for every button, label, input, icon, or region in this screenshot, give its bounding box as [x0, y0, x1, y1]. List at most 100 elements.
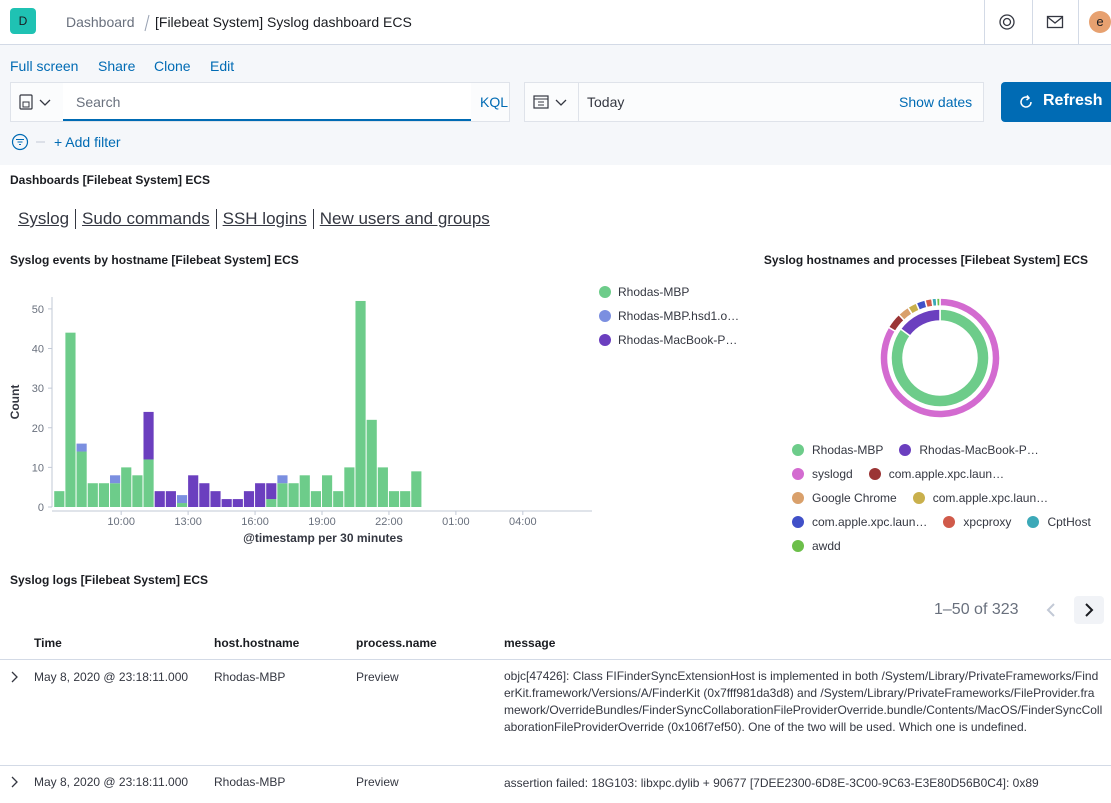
dashboard-link[interactable]: Sudo commands	[75, 209, 216, 229]
bar-segment	[221, 499, 232, 507]
cell: Preview	[356, 670, 399, 684]
cell: assertion failed: 18G103: libxpc.dylib +…	[504, 776, 1039, 790]
space-avatar[interactable]: D	[10, 8, 36, 34]
bar-segment	[121, 467, 132, 507]
x-tick-label: 01:00	[442, 516, 470, 528]
refresh-label[interactable]: Refresh	[1043, 92, 1103, 109]
legend-item: com.apple.xpc.laun…	[911, 488, 1048, 508]
panel-title: Syslog hostnames and processes [Filebeat…	[763, 253, 1088, 267]
add-filter[interactable]: + Add filter	[54, 134, 121, 150]
x-tick-label: 04:00	[509, 516, 537, 528]
bar-segment	[266, 483, 277, 500]
top-bar	[0, 0, 1111, 45]
refresh-button[interactable]	[1001, 82, 1111, 122]
bar-segment	[288, 483, 299, 507]
cell: May 8, 2020 @ 23:18:11.000	[34, 670, 189, 684]
legend-item: Rhodas-MacBook-P…	[897, 440, 1039, 460]
bar-segment	[176, 503, 188, 507]
search-input[interactable]	[63, 83, 471, 121]
legend-label: xpcproxy	[963, 515, 1012, 529]
pie-slice	[899, 308, 941, 338]
bar-segment	[333, 491, 344, 507]
breadcrumb-current: [Filebeat System] Syslog dashboard ECS	[155, 14, 412, 30]
cell: Rhodas-MBP	[214, 670, 286, 684]
bar-segment	[388, 491, 400, 507]
legend-item: Google Chrome	[790, 488, 897, 508]
legend-label: com.apple.xpc.laun…	[888, 467, 1005, 481]
mail-icon[interactable]	[1046, 14, 1064, 30]
filter-options[interactable]	[11, 133, 51, 151]
bar-segment	[266, 499, 277, 507]
help-icon[interactable]	[998, 13, 1016, 31]
quick-menu-button[interactable]	[532, 93, 572, 111]
legend-swatch	[792, 516, 804, 528]
y-tick-label: 40	[32, 344, 44, 356]
query-language[interactable]: KQL	[480, 94, 509, 110]
column-header[interactable]: process.name	[356, 636, 437, 650]
bar-segment	[143, 411, 154, 460]
legend-item: awdd	[790, 536, 841, 556]
pie-slice	[935, 297, 941, 307]
legend-label: Rhodas-MBP	[618, 285, 689, 299]
separator	[1032, 0, 1033, 44]
bar-segment	[98, 483, 110, 507]
bar-segment	[165, 491, 176, 507]
bar-segment	[143, 459, 154, 507]
pagination-buttons[interactable]	[1038, 596, 1108, 624]
search-placeholder: Search	[76, 94, 121, 110]
legend-swatch	[792, 492, 804, 504]
refresh-icon	[1020, 95, 1032, 108]
column-header[interactable]: host.hostname	[214, 636, 300, 650]
bar-segment	[54, 491, 65, 507]
row-divider	[0, 765, 1111, 766]
date-picker	[524, 82, 984, 122]
dashboard-link[interactable]: Syslog	[18, 209, 70, 228]
x-tick-label: 13:00	[174, 516, 202, 528]
column-header[interactable]: Time	[34, 636, 62, 650]
bar-segment	[110, 475, 121, 484]
legend-swatch	[868, 468, 881, 480]
bar-segment	[65, 332, 76, 507]
legend-swatch	[792, 540, 804, 552]
legend-swatch	[599, 286, 611, 298]
pie-slice	[890, 308, 990, 408]
legend-swatch	[599, 310, 611, 322]
separator	[984, 0, 985, 44]
menu-link[interactable]: Full screen	[10, 58, 79, 74]
bar-segment	[400, 491, 411, 507]
legend-label: Rhodas-MBP.hsd1.o…	[618, 309, 739, 323]
legend-label: CptHost	[1047, 515, 1091, 529]
dashboard-link[interactable]: SSH logins	[215, 209, 313, 229]
charts: 0 10 20 30 40 50 10:00 13:00 16:00 19:00 22:00 01:0…	[8, 285, 1001, 545]
menu-link[interactable]: Edit	[210, 58, 235, 74]
bar-segment	[355, 300, 366, 507]
dashboard-link[interactable]: New users and groups	[312, 209, 496, 229]
column-header[interactable]: message	[504, 636, 556, 650]
show-dates[interactable]: Show dates	[899, 94, 973, 110]
menu-link[interactable]: Clone	[154, 58, 191, 74]
panel-title: Syslog events by hostname [Filebeat Syst…	[10, 253, 299, 267]
legend-item: xpcproxy	[941, 512, 1011, 532]
bar-segment	[188, 475, 199, 507]
breadcrumb[interactable]: Dashboard	[66, 14, 135, 30]
bar-segment	[199, 483, 210, 507]
expand-row[interactable]	[9, 775, 21, 789]
menu-link[interactable]: Share	[98, 58, 136, 74]
separator	[1078, 0, 1079, 44]
cell: objc[47426]: Class FIFinderSyncExtension…	[504, 669, 1103, 734]
legend-label: Rhodas-MacBook-P…	[618, 333, 737, 347]
saved-query-button[interactable]	[18, 93, 58, 111]
legend-label: awdd	[812, 539, 841, 553]
bar-segment	[154, 491, 165, 507]
bar-segment	[411, 471, 422, 507]
y-tick-label: 20	[32, 423, 44, 435]
bar-segment	[299, 475, 310, 507]
pie-legend: Rhodas-MBP Rhodas-MacBook-P… syslogd com.ap…	[790, 440, 1105, 556]
separator	[578, 83, 579, 121]
legend-item: com.apple.xpc.laun…	[790, 512, 927, 532]
bar-segment	[344, 467, 355, 507]
user-avatar[interactable]: e	[1089, 11, 1111, 33]
expand-row[interactable]	[9, 670, 21, 684]
bar-segment	[210, 491, 221, 507]
